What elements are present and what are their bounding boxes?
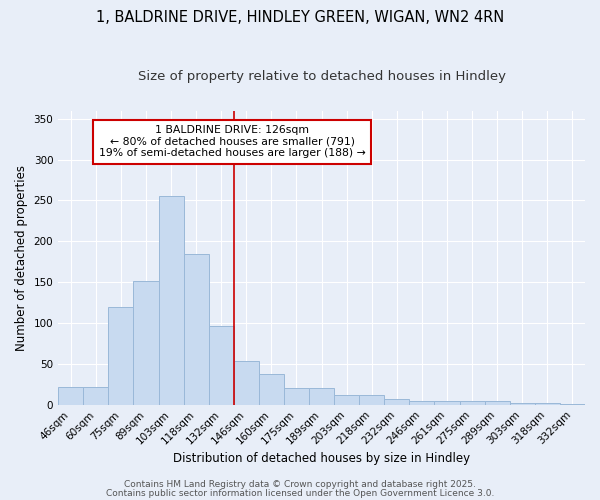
Bar (409, 400, 434, 404)
Bar (485, 402, 510, 404)
Bar (133, 280, 158, 404)
Bar (510, 403, 535, 404)
Text: Contains public sector information licensed under the Open Government Licence 3.: Contains public sector information licen… (106, 488, 494, 498)
Bar (259, 374, 284, 404)
Bar (535, 403, 560, 404)
Text: 1, BALDRINE DRIVE, HINDLEY GREEN, WIGAN, WN2 4RN: 1, BALDRINE DRIVE, HINDLEY GREEN, WIGAN,… (96, 10, 504, 25)
Bar (460, 402, 485, 404)
Text: Contains HM Land Registry data © Crown copyright and database right 2025.: Contains HM Land Registry data © Crown c… (124, 480, 476, 489)
Title: Size of property relative to detached houses in Hindley: Size of property relative to detached ho… (137, 70, 506, 83)
Bar (359, 395, 385, 404)
Bar (209, 326, 234, 404)
Bar (334, 395, 359, 404)
Bar (158, 196, 184, 404)
Text: 1 BALDRINE DRIVE: 126sqm
← 80% of detached houses are smaller (791)
19% of semi-: 1 BALDRINE DRIVE: 126sqm ← 80% of detach… (98, 126, 365, 158)
Bar (385, 399, 409, 404)
Bar (109, 306, 133, 404)
Bar (234, 360, 259, 405)
Bar (83, 386, 109, 404)
Bar (184, 254, 209, 404)
Bar (309, 388, 334, 404)
Bar (434, 400, 460, 404)
X-axis label: Distribution of detached houses by size in Hindley: Distribution of detached houses by size … (173, 452, 470, 465)
Y-axis label: Number of detached properties: Number of detached properties (15, 164, 28, 350)
Bar (58, 386, 83, 404)
Bar (284, 388, 309, 404)
